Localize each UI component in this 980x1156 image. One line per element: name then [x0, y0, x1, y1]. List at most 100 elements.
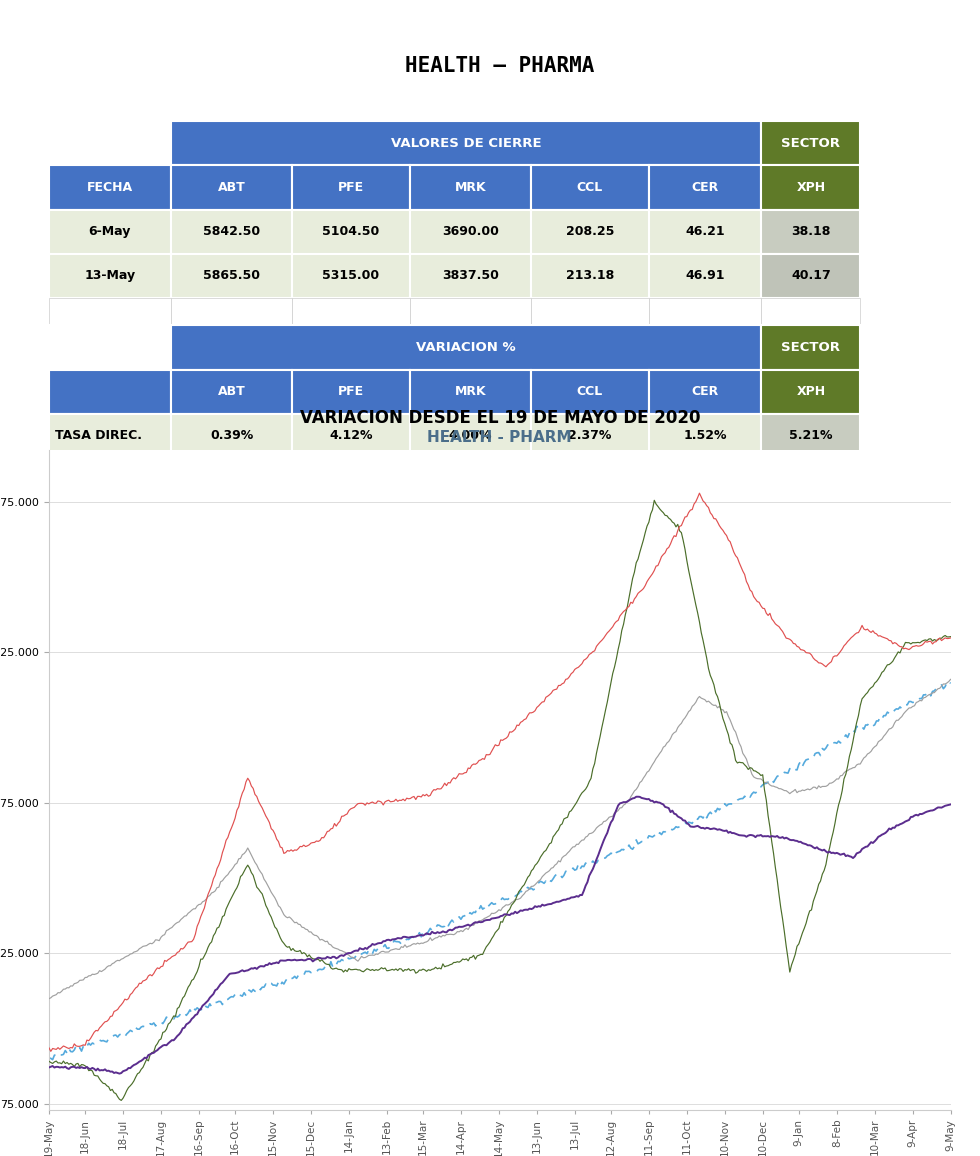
Bar	[649, 414, 761, 458]
PFE	[945, 630, 956, 644]
Bar	[49, 165, 171, 209]
Text: 1.52%: 1.52%	[683, 429, 726, 443]
PFE	[649, 494, 661, 507]
Bar	[171, 165, 292, 209]
Bar	[410, 298, 531, 325]
Text: PFE: PFE	[338, 385, 365, 398]
Text: SECTOR: SECTOR	[781, 341, 841, 354]
Bar	[292, 209, 410, 254]
Text: 4.00%: 4.00%	[449, 429, 492, 443]
Bar	[410, 370, 531, 414]
ABT	[927, 637, 939, 651]
MRK	[782, 785, 794, 799]
Text: 6-May: 6-May	[88, 225, 131, 238]
Bar	[49, 325, 171, 370]
Bar	[649, 254, 761, 298]
Text: 5865.50: 5865.50	[203, 269, 260, 282]
Bar	[292, 254, 410, 298]
Text: 38.18: 38.18	[791, 225, 830, 238]
PFE	[478, 943, 490, 957]
Bar	[761, 121, 860, 165]
Text: 46.21: 46.21	[685, 225, 725, 238]
Text: MRK: MRK	[455, 181, 486, 194]
CER	[533, 876, 545, 890]
Bar	[761, 165, 860, 209]
Bar	[761, 209, 860, 254]
CCL	[945, 798, 956, 812]
CER	[47, 1053, 59, 1067]
ABT	[43, 1040, 55, 1054]
Text: 40.17: 40.17	[791, 269, 831, 282]
Bar	[49, 414, 171, 458]
Bar	[649, 165, 761, 209]
CER	[43, 1051, 55, 1065]
Text: 46.91: 46.91	[685, 269, 724, 282]
CER	[925, 689, 937, 703]
Bar	[761, 370, 860, 414]
Bar	[410, 414, 531, 458]
Bar	[410, 209, 531, 254]
Text: XPH: XPH	[797, 181, 825, 194]
Text: VARIACION %: VARIACION %	[416, 341, 515, 354]
Line: MRK: MRK	[49, 680, 951, 999]
MRK	[923, 688, 935, 702]
CCL	[43, 1060, 55, 1074]
Bar	[292, 414, 410, 458]
Bar	[649, 209, 761, 254]
CCL	[786, 833, 798, 847]
Text: MRK: MRK	[455, 385, 486, 398]
MRK	[43, 992, 55, 1006]
Text: ABT: ABT	[218, 181, 245, 194]
Text: VALORES DE CIERRE: VALORES DE CIERRE	[391, 136, 541, 150]
Bar	[531, 414, 649, 458]
Bar	[171, 414, 292, 458]
Line: ABT: ABT	[49, 494, 951, 1051]
ABT	[478, 753, 490, 766]
Bar	[292, 165, 410, 209]
Bar	[171, 209, 292, 254]
Line: CCL: CCL	[49, 796, 951, 1074]
PFE	[581, 779, 593, 793]
Text: SECTOR: SECTOR	[781, 136, 841, 150]
Text: 5.21%: 5.21%	[789, 429, 833, 443]
MRK	[531, 876, 543, 890]
MRK	[580, 830, 592, 844]
MRK	[945, 673, 956, 687]
ABT	[945, 631, 956, 645]
Text: 208.25: 208.25	[565, 225, 614, 238]
PFE	[473, 948, 485, 962]
Bar	[171, 298, 292, 325]
Text: 3837.50: 3837.50	[442, 269, 499, 282]
Bar	[410, 165, 531, 209]
Bar	[292, 370, 410, 414]
Text: 5842.50: 5842.50	[203, 225, 260, 238]
Text: 3690.00: 3690.00	[442, 225, 499, 238]
PFE	[116, 1094, 127, 1107]
Bar	[49, 370, 171, 414]
CCL	[473, 914, 485, 928]
Text: TASA DIREC.: TASA DIREC.	[55, 429, 142, 443]
Bar	[171, 325, 761, 370]
CER	[943, 674, 955, 688]
Text: 213.18: 213.18	[565, 269, 614, 282]
ABT	[45, 1044, 57, 1058]
Text: XPH: XPH	[797, 385, 825, 398]
CCL	[533, 899, 545, 913]
Bar	[292, 298, 410, 325]
Bar	[531, 370, 649, 414]
Bar	[531, 254, 649, 298]
Line: CER: CER	[49, 681, 951, 1060]
Bar	[649, 370, 761, 414]
Bar	[49, 298, 171, 325]
Bar	[49, 209, 171, 254]
MRK	[476, 913, 488, 927]
Text: 5315.00: 5315.00	[322, 269, 379, 282]
Text: FECHA: FECHA	[87, 181, 133, 194]
CCL	[114, 1067, 125, 1081]
Bar	[171, 254, 292, 298]
Text: HEALTH – PHARMA: HEALTH – PHARMA	[405, 57, 595, 76]
Bar	[410, 254, 531, 298]
Bar	[761, 414, 860, 458]
Bar	[761, 254, 860, 298]
Text: 2.37%: 2.37%	[568, 429, 612, 443]
